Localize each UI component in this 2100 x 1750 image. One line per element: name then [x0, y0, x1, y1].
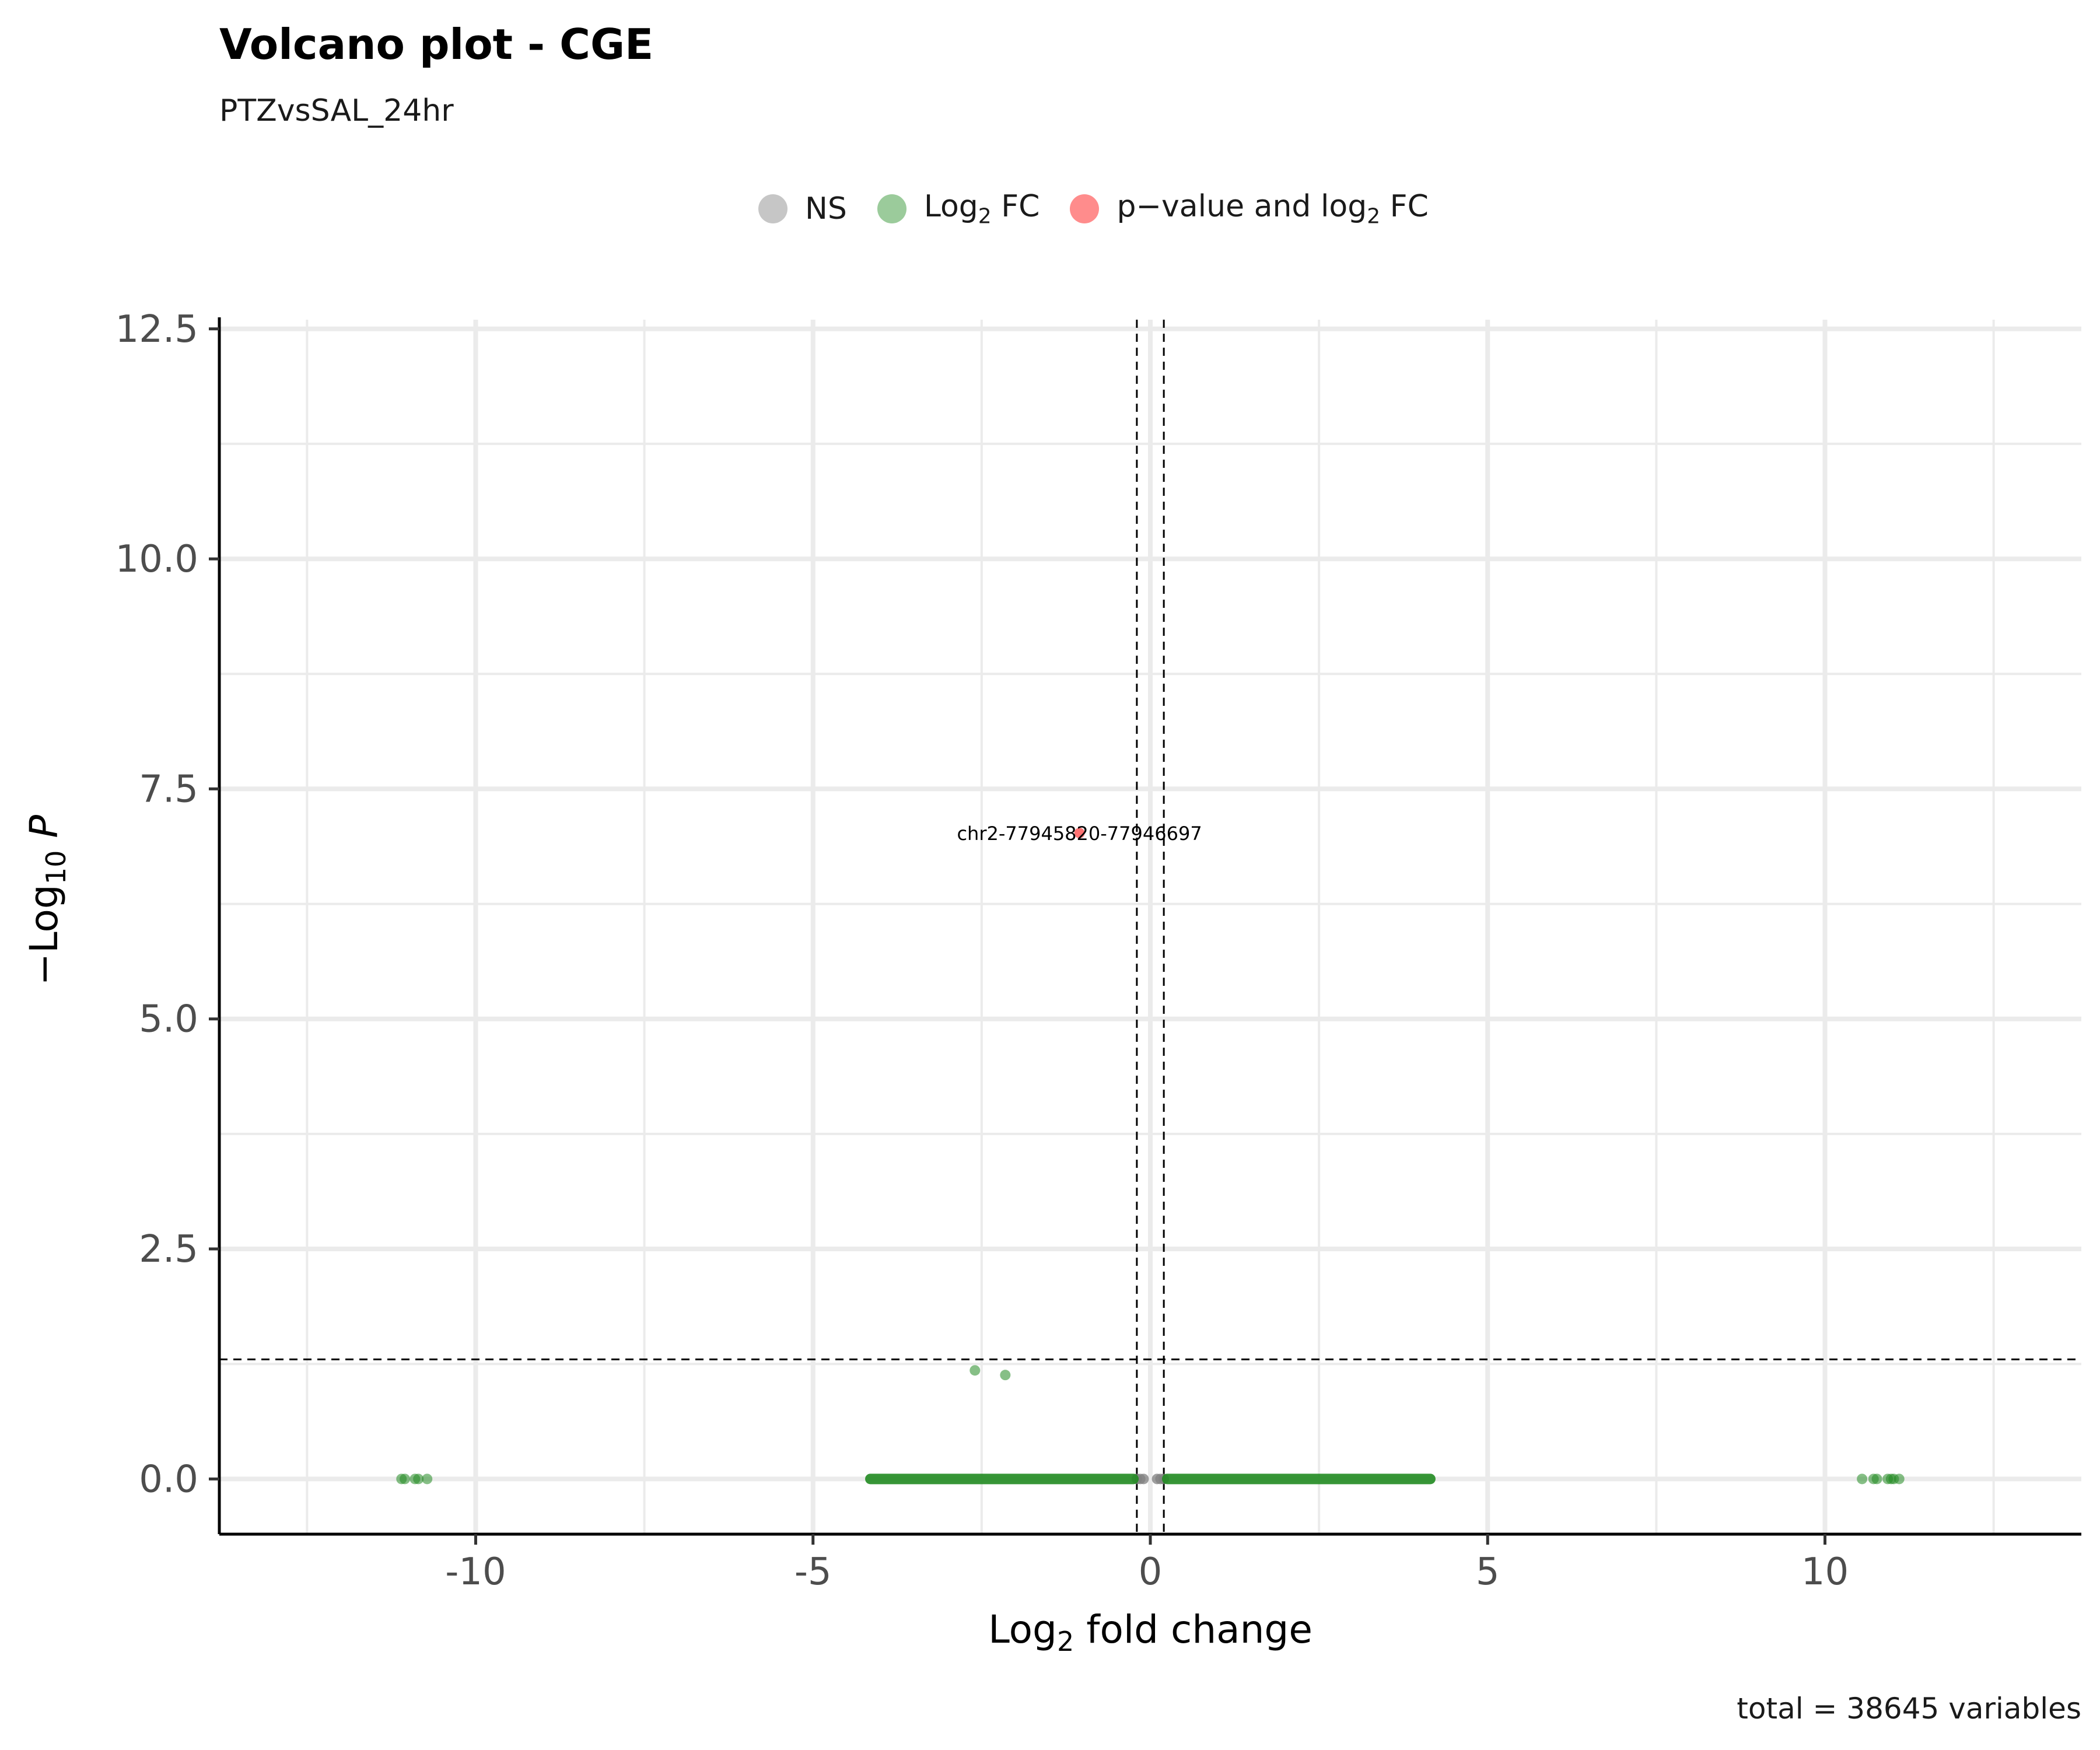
x-tick-label: -5 — [794, 1550, 832, 1594]
point-log2fc — [422, 1474, 433, 1485]
grid-major — [219, 320, 2081, 1534]
legend-item-pvalue-log2fc: p−value and log2 FC — [1070, 189, 1429, 229]
point-log2fc — [413, 1474, 424, 1485]
chart-subtitle: PTZvsSAL_24hr — [219, 93, 454, 128]
legend: NS Log2 FC p−value and log2 FC — [758, 186, 1459, 232]
chart-title: Volcano plot - CGE — [219, 20, 654, 69]
data-points — [396, 828, 1905, 1485]
tick-labels: -10 -5 0 5 10 0.0 2.5 5.0 7.5 10.0 12.5 — [116, 308, 1849, 1594]
caption-total-variables: total = 38645 variables — [1737, 1692, 2081, 1726]
y-tick-label: 0.0 — [139, 1458, 198, 1501]
legend-item-log2fc: Log2 FC — [877, 189, 1040, 229]
point-log2fc — [1894, 1474, 1905, 1485]
point-pvalue-log2fc — [1074, 828, 1085, 839]
x-tick-label: 0 — [1139, 1550, 1163, 1594]
y-tick-label: 12.5 — [116, 308, 199, 351]
y-tick-label: 2.5 — [139, 1228, 198, 1271]
legend-label-ns: NS — [805, 191, 847, 226]
point-annotations: chr2-77945820-77946697 — [957, 822, 1202, 845]
legend-swatch-log2fc — [877, 194, 907, 223]
y-tick-label: 7.5 — [139, 768, 198, 811]
legend-item-ns: NS — [758, 191, 847, 226]
point-log2fc — [1871, 1474, 1882, 1485]
legend-swatch-pvalue-log2fc — [1070, 194, 1100, 223]
point-log2fc — [970, 1365, 981, 1376]
y-tick-label: 5.0 — [139, 998, 198, 1041]
point-log2fc — [1857, 1474, 1868, 1485]
legend-label-log2fc: Log2 FC — [923, 189, 1040, 229]
x-tick-label: -10 — [445, 1550, 506, 1594]
x-axis-label: Log2 fold change — [988, 1607, 1312, 1658]
legend-swatch-ns — [758, 194, 788, 223]
point-log2fc — [400, 1474, 411, 1485]
point-log2fc — [1000, 1370, 1011, 1381]
legend-label-pvalue-log2fc: p−value and log2 FC — [1116, 189, 1429, 229]
x-tick-label: 10 — [1801, 1550, 1849, 1594]
y-tick-label: 10.0 — [116, 538, 199, 581]
point-ns — [1138, 1474, 1149, 1485]
cutoff-lines — [219, 320, 2081, 1534]
x-tick-label: 5 — [1476, 1550, 1500, 1594]
annotation-label: chr2-77945820-77946697 — [957, 822, 1202, 845]
y-axis-label: −Log10 P — [21, 814, 72, 986]
